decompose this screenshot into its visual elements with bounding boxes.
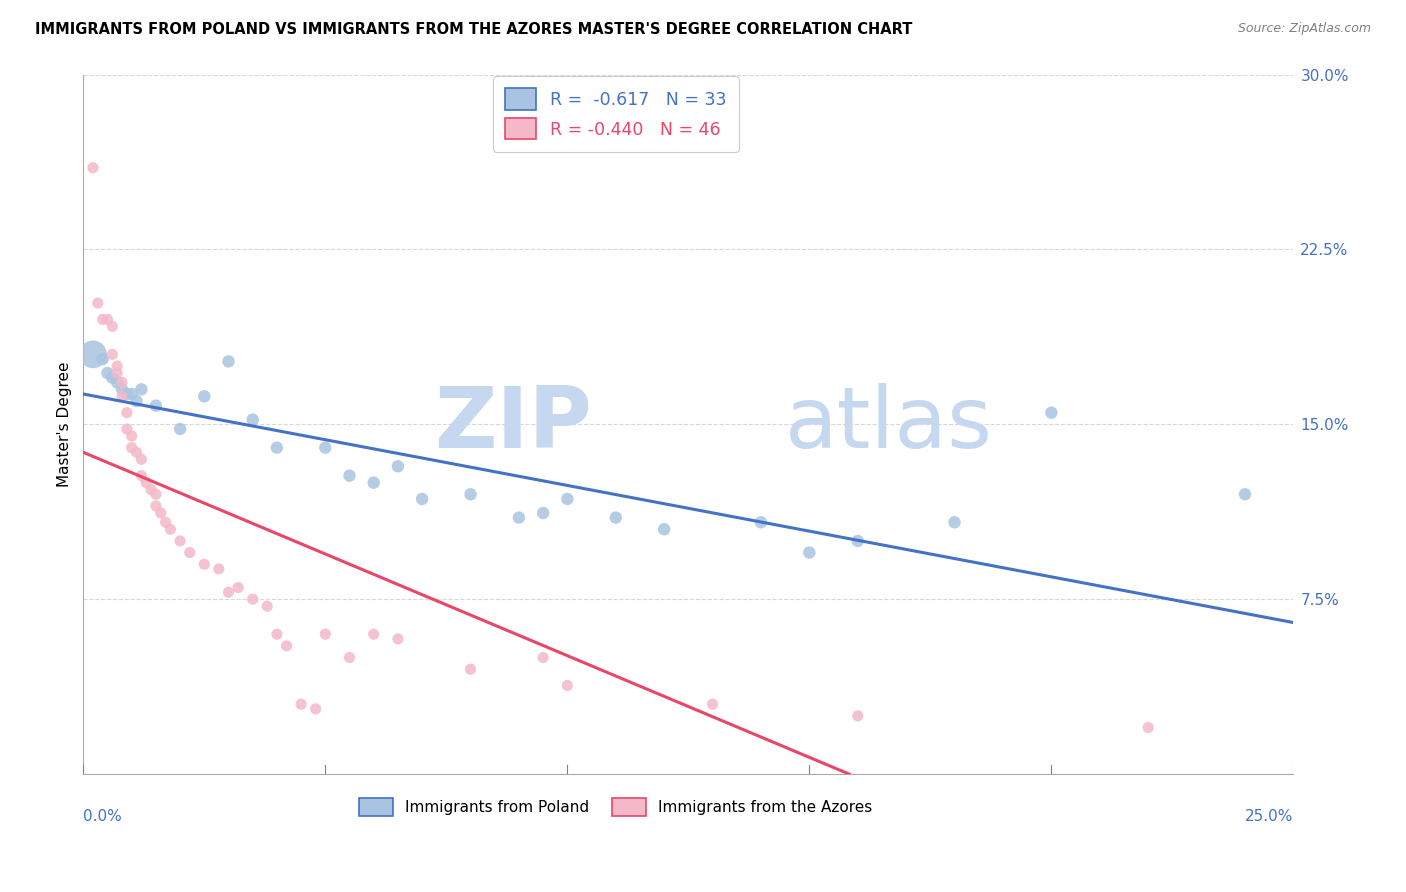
Point — [605, 510, 627, 524]
Point — [749, 516, 772, 530]
Point — [460, 662, 482, 676]
Point — [101, 319, 124, 334]
Point — [96, 366, 118, 380]
Point — [799, 545, 821, 559]
Point — [290, 697, 312, 711]
Point — [363, 627, 385, 641]
Point — [101, 347, 124, 361]
Point — [276, 639, 298, 653]
Point — [115, 406, 138, 420]
Point — [943, 516, 966, 530]
Point — [266, 441, 288, 455]
Point — [135, 475, 157, 490]
Point — [314, 441, 336, 455]
Point — [242, 592, 264, 607]
Point — [131, 468, 153, 483]
Point — [139, 483, 162, 497]
Point — [226, 581, 249, 595]
Point — [111, 389, 134, 403]
Point — [145, 399, 167, 413]
Text: ZIP: ZIP — [434, 383, 592, 466]
Point — [121, 429, 143, 443]
Point — [411, 491, 433, 506]
Point — [87, 296, 110, 310]
Point — [314, 627, 336, 641]
Point — [846, 709, 869, 723]
Point — [557, 491, 579, 506]
Point — [101, 370, 124, 384]
Point — [121, 441, 143, 455]
Point — [149, 506, 172, 520]
Point — [105, 359, 128, 373]
Text: atlas: atlas — [785, 383, 993, 466]
Point — [387, 632, 409, 646]
Point — [702, 697, 724, 711]
Point — [155, 516, 177, 530]
Point — [652, 522, 675, 536]
Point — [82, 161, 104, 175]
Point — [111, 376, 134, 390]
Point — [131, 452, 153, 467]
Point — [218, 585, 240, 599]
Point — [125, 445, 148, 459]
Point — [115, 422, 138, 436]
Point — [256, 599, 278, 614]
Point — [96, 312, 118, 326]
Point — [266, 627, 288, 641]
Point — [105, 376, 128, 390]
Text: IMMIGRANTS FROM POLAND VS IMMIGRANTS FROM THE AZORES MASTER'S DEGREE CORRELATION: IMMIGRANTS FROM POLAND VS IMMIGRANTS FRO… — [35, 22, 912, 37]
Point — [846, 533, 869, 548]
Point — [208, 562, 231, 576]
Point — [531, 650, 554, 665]
Point — [339, 468, 361, 483]
Y-axis label: Master's Degree: Master's Degree — [58, 361, 72, 487]
Point — [557, 679, 579, 693]
Point — [115, 387, 138, 401]
Point — [193, 389, 215, 403]
Text: Source: ZipAtlas.com: Source: ZipAtlas.com — [1237, 22, 1371, 36]
Text: 0.0%: 0.0% — [83, 809, 122, 824]
Point — [145, 499, 167, 513]
Point — [218, 354, 240, 368]
Point — [111, 382, 134, 396]
Point — [387, 459, 409, 474]
Point — [339, 650, 361, 665]
Point — [159, 522, 181, 536]
Point — [145, 487, 167, 501]
Point — [121, 387, 143, 401]
Point — [531, 506, 554, 520]
Point — [460, 487, 482, 501]
Point — [125, 394, 148, 409]
Point — [1040, 406, 1063, 420]
Legend: Immigrants from Poland, Immigrants from the Azores: Immigrants from Poland, Immigrants from … — [353, 791, 879, 822]
Point — [91, 312, 114, 326]
Point — [169, 422, 191, 436]
Point — [105, 366, 128, 380]
Point — [508, 510, 530, 524]
Text: 25.0%: 25.0% — [1244, 809, 1294, 824]
Point — [363, 475, 385, 490]
Point — [91, 352, 114, 367]
Point — [131, 382, 153, 396]
Point — [242, 412, 264, 426]
Point — [82, 347, 104, 361]
Point — [1137, 721, 1160, 735]
Point — [179, 545, 201, 559]
Point — [193, 558, 215, 572]
Point — [1233, 487, 1256, 501]
Point — [169, 533, 191, 548]
Point — [304, 702, 326, 716]
